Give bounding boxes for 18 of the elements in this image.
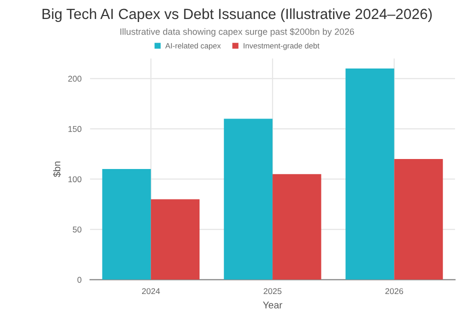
bar (272, 174, 322, 280)
y-axis-title: $bn (53, 162, 61, 178)
y-tick-label: 50 (72, 226, 82, 232)
x-tick-label: 2026 (385, 288, 404, 294)
bar (102, 169, 151, 280)
bar (394, 159, 443, 280)
chart-subtitle: Illustrative data showing capex surge past $200bn by 2026 (120, 28, 354, 37)
y-tick-label: 0 (77, 276, 82, 283)
y-tick-label: 200 (68, 76, 82, 82)
x-tick-label: 2025 (264, 288, 282, 294)
bar (224, 118, 273, 280)
chart-title: Big Tech AI Capex vs Debt Issuance (Illustrative 2024–2026) (42, 8, 432, 22)
bar (150, 199, 200, 280)
y-tick-label: 150 (68, 126, 82, 132)
x-axis-title: Year (262, 302, 282, 308)
x-tick-label: 2024 (142, 288, 160, 294)
y-tick-label: 100 (68, 176, 82, 182)
bar (346, 68, 394, 280)
